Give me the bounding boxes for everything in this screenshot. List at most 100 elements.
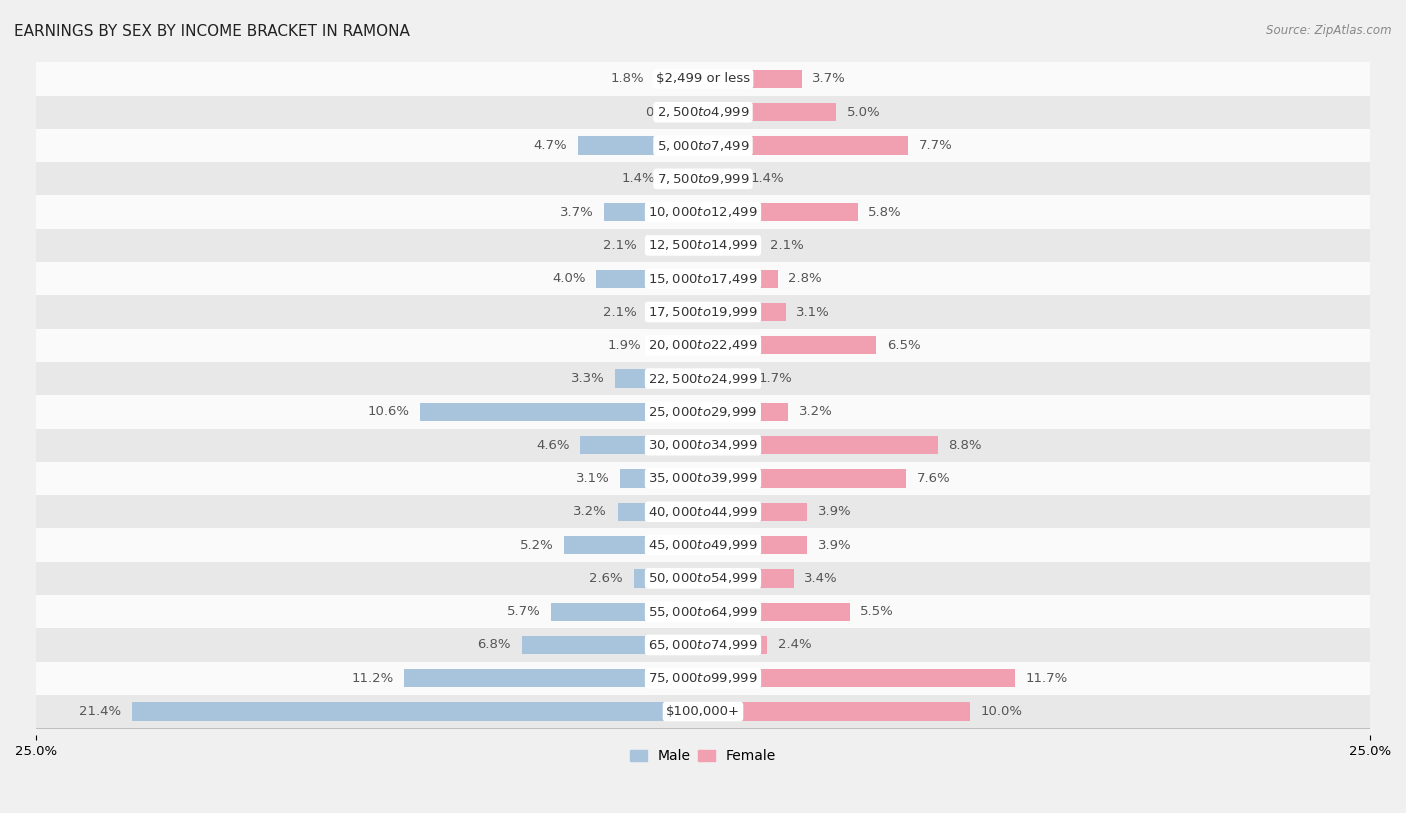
Text: $7,500 to $9,999: $7,500 to $9,999 xyxy=(657,172,749,186)
Text: $50,000 to $54,999: $50,000 to $54,999 xyxy=(648,572,758,585)
Bar xyxy=(37,495,1369,528)
Bar xyxy=(655,70,703,88)
Text: 5.0%: 5.0% xyxy=(846,106,880,119)
Bar xyxy=(665,170,703,188)
Text: 3.7%: 3.7% xyxy=(560,206,593,219)
Text: $12,500 to $14,999: $12,500 to $14,999 xyxy=(648,238,758,252)
Text: 1.8%: 1.8% xyxy=(610,72,644,85)
Bar xyxy=(37,328,1369,362)
Text: 11.7%: 11.7% xyxy=(1026,672,1069,685)
Bar xyxy=(37,595,1369,628)
Bar xyxy=(647,237,703,254)
Text: 2.1%: 2.1% xyxy=(603,306,637,319)
Bar xyxy=(703,602,849,621)
Text: 5.2%: 5.2% xyxy=(520,538,554,551)
Bar xyxy=(37,195,1369,228)
Bar xyxy=(703,237,759,254)
Bar xyxy=(522,636,703,654)
Text: 2.6%: 2.6% xyxy=(589,572,623,585)
Bar xyxy=(617,502,703,521)
Text: $40,000 to $44,999: $40,000 to $44,999 xyxy=(648,505,758,519)
Bar xyxy=(703,369,748,388)
Text: 4.6%: 4.6% xyxy=(536,439,569,452)
Text: 21.4%: 21.4% xyxy=(79,705,121,718)
Bar xyxy=(37,63,1369,96)
Text: 3.2%: 3.2% xyxy=(574,506,607,519)
Text: $45,000 to $49,999: $45,000 to $49,999 xyxy=(648,538,758,552)
Text: 3.1%: 3.1% xyxy=(576,472,610,485)
Text: 1.9%: 1.9% xyxy=(607,339,641,352)
Bar xyxy=(37,428,1369,462)
Bar xyxy=(564,536,703,554)
Bar xyxy=(703,436,938,454)
Text: 2.1%: 2.1% xyxy=(603,239,637,252)
Bar xyxy=(703,536,807,554)
Text: 3.2%: 3.2% xyxy=(799,406,832,419)
Text: 6.8%: 6.8% xyxy=(478,638,510,651)
Text: 3.3%: 3.3% xyxy=(571,372,605,385)
Bar xyxy=(620,469,703,488)
Bar xyxy=(37,262,1369,295)
Text: 3.9%: 3.9% xyxy=(818,506,852,519)
Text: 2.1%: 2.1% xyxy=(769,239,803,252)
Bar xyxy=(703,336,876,354)
Text: $15,000 to $17,499: $15,000 to $17,499 xyxy=(648,272,758,285)
Text: Source: ZipAtlas.com: Source: ZipAtlas.com xyxy=(1267,24,1392,37)
Bar xyxy=(647,303,703,321)
Bar xyxy=(37,228,1369,262)
Bar xyxy=(703,502,807,521)
Text: $17,500 to $19,999: $17,500 to $19,999 xyxy=(648,305,758,319)
Bar xyxy=(652,336,703,354)
Text: 3.9%: 3.9% xyxy=(818,538,852,551)
Bar xyxy=(605,203,703,221)
Text: 7.6%: 7.6% xyxy=(917,472,950,485)
Text: 1.4%: 1.4% xyxy=(751,172,785,185)
Text: $10,000 to $12,499: $10,000 to $12,499 xyxy=(648,205,758,220)
Bar xyxy=(703,669,1015,688)
Bar xyxy=(703,469,905,488)
Bar xyxy=(703,402,789,421)
Text: 3.4%: 3.4% xyxy=(804,572,838,585)
Text: 1.4%: 1.4% xyxy=(621,172,655,185)
Text: 10.6%: 10.6% xyxy=(367,406,409,419)
Bar xyxy=(37,695,1369,728)
Bar xyxy=(703,270,778,288)
Text: $65,000 to $74,999: $65,000 to $74,999 xyxy=(648,638,758,652)
Text: $20,000 to $22,499: $20,000 to $22,499 xyxy=(648,338,758,352)
Bar xyxy=(551,602,703,621)
Bar xyxy=(37,562,1369,595)
Text: $30,000 to $34,999: $30,000 to $34,999 xyxy=(648,438,758,452)
Text: $5,000 to $7,499: $5,000 to $7,499 xyxy=(657,138,749,153)
Bar xyxy=(37,162,1369,195)
Bar xyxy=(420,402,703,421)
Text: 5.7%: 5.7% xyxy=(506,605,540,618)
Text: 3.7%: 3.7% xyxy=(813,72,846,85)
Bar xyxy=(596,270,703,288)
Text: 11.2%: 11.2% xyxy=(352,672,394,685)
Text: 6.5%: 6.5% xyxy=(887,339,921,352)
Bar xyxy=(404,669,703,688)
Text: 5.5%: 5.5% xyxy=(860,605,894,618)
Bar xyxy=(132,702,703,720)
Bar xyxy=(703,636,768,654)
Bar xyxy=(37,129,1369,162)
Bar xyxy=(37,295,1369,328)
Text: 5.8%: 5.8% xyxy=(869,206,903,219)
Text: $55,000 to $64,999: $55,000 to $64,999 xyxy=(648,605,758,619)
Text: EARNINGS BY SEX BY INCOME BRACKET IN RAMONA: EARNINGS BY SEX BY INCOME BRACKET IN RAM… xyxy=(14,24,411,39)
Bar xyxy=(703,170,741,188)
Text: 4.7%: 4.7% xyxy=(533,139,567,152)
Bar xyxy=(703,103,837,121)
Text: 7.7%: 7.7% xyxy=(920,139,953,152)
Bar xyxy=(37,528,1369,562)
Bar xyxy=(634,569,703,588)
Text: $2,499 or less: $2,499 or less xyxy=(657,72,749,85)
Bar xyxy=(703,137,908,154)
Bar xyxy=(703,569,794,588)
Text: 1.7%: 1.7% xyxy=(759,372,793,385)
Text: $35,000 to $39,999: $35,000 to $39,999 xyxy=(648,472,758,485)
Bar xyxy=(703,303,786,321)
Text: 8.8%: 8.8% xyxy=(949,439,981,452)
Bar xyxy=(37,362,1369,395)
Bar xyxy=(690,103,703,121)
